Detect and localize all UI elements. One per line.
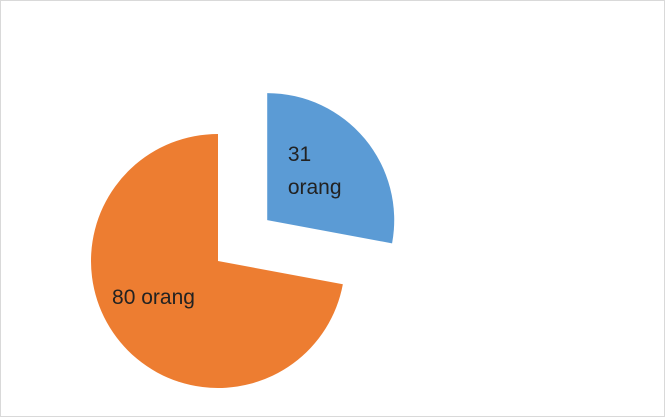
pie-slice [267,93,395,244]
pie-slice [90,134,343,388]
data-label: 80 orang [112,286,195,310]
data-label: 31 orang [287,143,342,200]
